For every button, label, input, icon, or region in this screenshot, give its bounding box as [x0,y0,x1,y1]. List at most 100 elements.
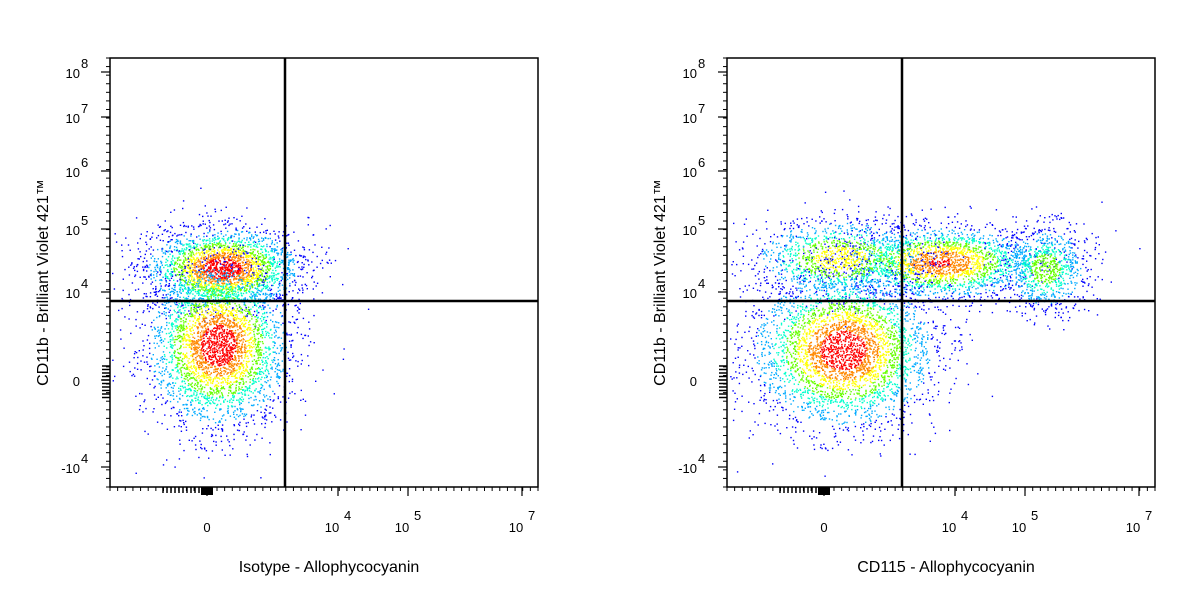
event-dot [208,339,210,341]
event-dot [203,239,206,241]
event-dot [263,231,265,233]
event-dot [240,247,243,250]
event-dot [197,282,199,285]
event-dot [214,353,217,356]
event-dot [185,247,188,249]
event-dot [194,267,196,269]
event-dot [255,316,257,318]
event-dot [207,381,209,383]
event-dot [259,262,261,265]
event-dot [238,298,240,300]
event-dot [251,290,253,293]
event-dot [250,313,252,316]
event-dot [187,243,189,245]
event-dot [261,349,263,351]
event-dot [182,296,185,299]
event-dot [240,331,243,333]
event-dot [150,269,152,272]
event-dot [256,312,259,314]
event-dot [211,450,214,452]
event-dot [264,396,266,398]
event-dot [176,326,179,328]
event-dot [258,307,260,309]
event-dot [208,245,210,247]
event-dot [218,392,220,394]
event-dot [205,306,207,309]
event-dot [223,401,225,403]
event-dot [262,246,264,248]
event-dot [212,238,214,240]
event-dot [246,277,249,279]
event-dot [215,257,217,260]
event-dot [209,293,212,296]
event-dot [261,284,263,286]
event-dot [299,275,302,277]
event-dot [301,287,304,289]
event-dot [231,297,233,299]
event-dot [164,273,166,276]
event-dot [189,320,191,322]
event-dot [225,306,227,308]
event-dot [228,268,231,271]
event-dot [173,385,175,387]
event-dot [245,276,247,278]
event-dot [245,364,248,366]
event-dot [238,279,240,281]
event-dot [229,322,231,324]
event-dot [184,392,186,394]
event-dot [293,274,295,276]
event-dot [246,258,248,261]
event-dot [292,269,294,271]
event-dot [142,411,144,413]
event-dot [265,319,267,322]
event-dot [238,401,240,403]
event-dot [239,363,242,365]
event-dot [256,279,258,282]
event-dot [239,246,241,248]
event-dot [252,242,255,244]
event-dot [190,283,193,285]
event-dot [225,361,227,363]
event-dot [190,256,193,258]
event-dot [264,426,266,429]
event-dot [197,266,199,268]
event-dot [255,257,258,259]
event-dot [233,359,235,361]
event-dot [151,379,154,381]
event-dot [329,224,331,227]
event-dot [225,338,227,341]
event-dot [166,400,169,402]
event-dot [265,334,267,336]
event-dot [188,358,190,360]
event-dot [147,305,149,307]
event-dot [262,292,265,295]
event-dot [176,413,178,415]
event-dot [265,368,268,370]
event-dot [200,387,203,390]
event-dot [228,360,230,362]
event-dot [252,286,254,288]
event-dot [204,386,206,389]
event-dot [237,322,239,324]
event-dot [216,386,218,388]
event-dot [171,297,173,299]
event-dot [188,276,190,279]
event-dot [221,349,223,351]
event-dot [263,308,265,310]
event-dot [209,242,211,244]
event-dot [228,357,230,359]
event-dot [183,449,185,452]
event-dot [234,325,236,327]
event-dot [233,271,235,273]
event-dot [168,361,170,364]
event-dot [165,314,167,317]
event-dot [315,285,317,287]
event-dot [276,326,278,329]
event-dot [215,254,217,256]
event-dot [258,400,261,402]
event-dot [256,287,259,290]
event-dot [181,338,183,340]
event-dot [221,289,223,291]
event-dot [148,266,150,269]
event-dot [247,264,249,266]
